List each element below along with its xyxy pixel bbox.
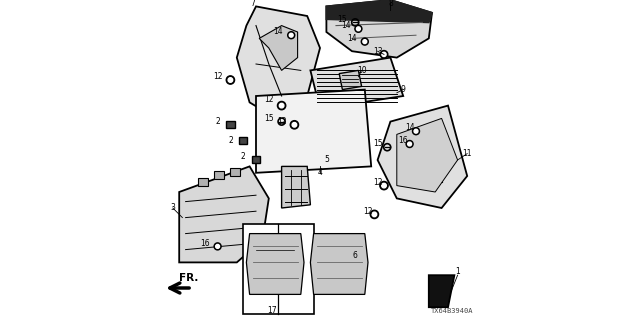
Text: 3: 3 <box>170 204 175 212</box>
Text: 7: 7 <box>250 0 255 8</box>
Text: 8: 8 <box>388 0 393 8</box>
Polygon shape <box>310 234 368 294</box>
Polygon shape <box>339 70 362 90</box>
Text: 14: 14 <box>404 124 415 132</box>
Text: 2: 2 <box>228 136 233 145</box>
Polygon shape <box>397 118 458 192</box>
Text: 12: 12 <box>373 178 382 187</box>
Text: 12: 12 <box>264 95 273 104</box>
Circle shape <box>289 33 293 37</box>
Text: 12: 12 <box>277 117 286 126</box>
Polygon shape <box>429 275 454 307</box>
Text: 2: 2 <box>215 117 220 126</box>
Polygon shape <box>256 90 371 173</box>
Polygon shape <box>378 106 467 208</box>
Circle shape <box>356 27 360 31</box>
Circle shape <box>292 123 297 127</box>
FancyBboxPatch shape <box>230 168 240 176</box>
Circle shape <box>355 25 362 32</box>
Circle shape <box>380 181 388 190</box>
Circle shape <box>408 142 412 146</box>
Text: 13: 13 <box>372 47 383 56</box>
Text: 16: 16 <box>200 239 210 248</box>
Text: 9: 9 <box>401 85 406 94</box>
Polygon shape <box>259 26 298 70</box>
Polygon shape <box>326 0 432 58</box>
Text: 5: 5 <box>324 156 329 164</box>
Text: 6: 6 <box>353 252 358 260</box>
Polygon shape <box>310 58 403 109</box>
Circle shape <box>279 103 284 108</box>
Circle shape <box>372 212 377 217</box>
Text: 14: 14 <box>340 21 351 30</box>
Circle shape <box>214 243 221 250</box>
Circle shape <box>413 128 420 135</box>
Polygon shape <box>179 166 269 262</box>
Text: 15: 15 <box>264 114 274 123</box>
Text: 15: 15 <box>337 15 348 24</box>
Text: 10: 10 <box>356 66 367 75</box>
Circle shape <box>414 129 418 133</box>
Text: FR.: FR. <box>179 273 198 284</box>
Circle shape <box>290 121 298 129</box>
Polygon shape <box>326 0 432 22</box>
Text: 4: 4 <box>317 168 323 177</box>
FancyBboxPatch shape <box>252 156 260 163</box>
Circle shape <box>228 78 233 82</box>
Text: 12: 12 <box>364 207 372 216</box>
Circle shape <box>227 76 235 84</box>
Text: 11: 11 <box>463 149 472 158</box>
FancyBboxPatch shape <box>239 137 248 144</box>
Text: 14: 14 <box>347 34 357 43</box>
Polygon shape <box>246 234 304 294</box>
Text: 17: 17 <box>267 306 277 315</box>
FancyBboxPatch shape <box>214 171 224 179</box>
Polygon shape <box>282 166 310 208</box>
Circle shape <box>278 101 286 110</box>
Text: 1: 1 <box>455 268 460 276</box>
Polygon shape <box>237 6 320 122</box>
Circle shape <box>363 40 367 44</box>
Text: 2: 2 <box>241 152 246 161</box>
Circle shape <box>362 38 369 45</box>
Circle shape <box>288 32 294 39</box>
Text: 16: 16 <box>398 136 408 145</box>
Text: 14: 14 <box>273 28 284 36</box>
Text: TX64B3940A: TX64B3940A <box>431 308 474 314</box>
FancyBboxPatch shape <box>198 178 208 186</box>
Text: 12: 12 <box>213 72 222 81</box>
Circle shape <box>370 210 379 219</box>
Circle shape <box>380 51 388 58</box>
Circle shape <box>406 140 413 148</box>
FancyBboxPatch shape <box>243 224 314 314</box>
Circle shape <box>381 183 387 188</box>
FancyBboxPatch shape <box>227 121 235 128</box>
Circle shape <box>382 52 386 57</box>
Text: 15: 15 <box>372 140 383 148</box>
Circle shape <box>216 244 220 248</box>
